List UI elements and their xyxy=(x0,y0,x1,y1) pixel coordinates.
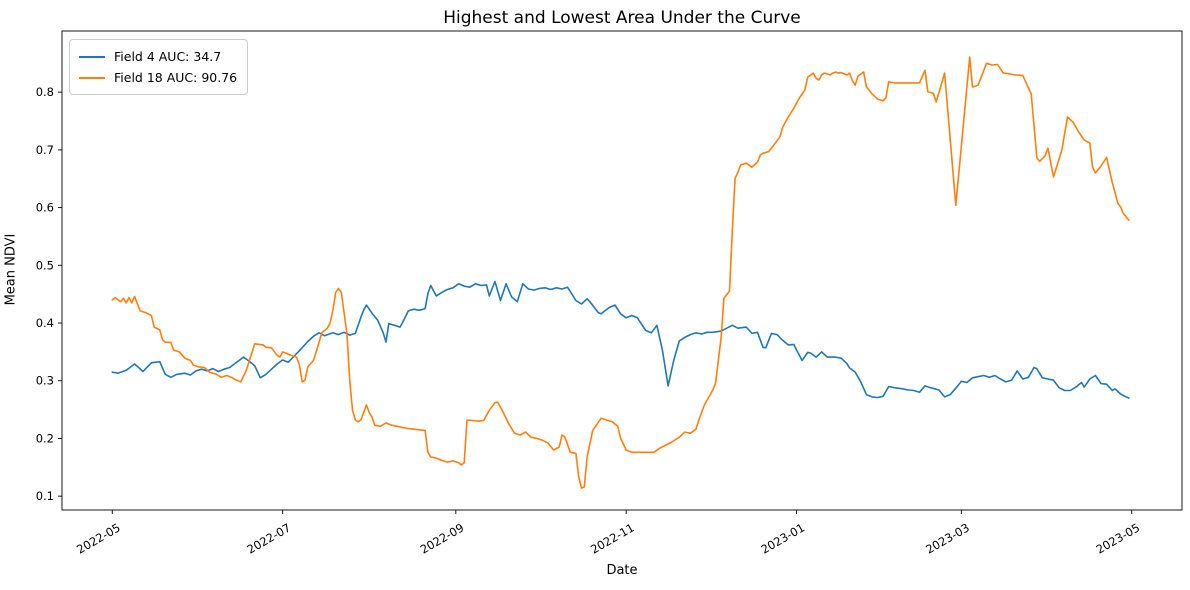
x-tick-label: 2022-09 xyxy=(418,520,467,556)
x-tick-label: 2022-05 xyxy=(74,520,123,556)
y-tick-label: 0.4 xyxy=(36,316,54,330)
y-tick-label: 0.1 xyxy=(36,489,54,503)
x-tick-label: 2022-07 xyxy=(245,520,294,556)
x-tick-label: 2023-03 xyxy=(923,520,972,556)
legend-label-field18: Field 18 AUC: 90.76 xyxy=(114,70,238,85)
y-tick-label: 0.7 xyxy=(36,143,54,157)
y-tick-label: 0.6 xyxy=(36,201,54,215)
legend-item-field4: Field 4 AUC: 34.7 xyxy=(79,46,237,67)
series-line-field18 xyxy=(111,56,1130,489)
series-line-field4 xyxy=(111,280,1130,399)
x-tick-label: 2022-11 xyxy=(588,520,637,556)
y-axis-label: Mean NDVI xyxy=(3,233,19,306)
chart-title: Highest and Lowest Area Under the Curve xyxy=(443,8,801,28)
y-tick-label: 0.8 xyxy=(36,85,54,99)
x-axis-label: Date xyxy=(606,563,638,578)
y-tick-label: 0.3 xyxy=(36,374,54,388)
plot-spines xyxy=(61,30,1183,511)
legend: Field 4 AUC: 34.7 Field 18 AUC: 90.76 xyxy=(69,39,249,95)
y-tick-label: 0.2 xyxy=(36,431,54,445)
y-tick-label: 0.5 xyxy=(36,258,54,272)
field18-line-swatch xyxy=(79,76,105,79)
field4-line-swatch xyxy=(79,55,105,58)
legend-label-field4: Field 4 AUC: 34.7 xyxy=(114,49,222,64)
x-tick-label: 2023-05 xyxy=(1094,520,1143,556)
x-tick-label: 2023-01 xyxy=(758,520,807,556)
legend-item-field18: Field 18 AUC: 90.76 xyxy=(79,67,237,88)
